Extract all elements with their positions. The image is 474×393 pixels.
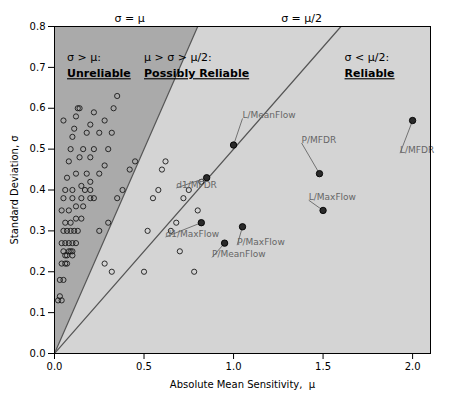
svg-text:d1/MFDR: d1/MFDR [176, 180, 217, 190]
svg-text:Possibly Reliable: Possibly Reliable [144, 67, 249, 80]
svg-text:0.6: 0.6 [30, 102, 46, 113]
svg-text:0.4: 0.4 [30, 184, 46, 195]
svg-text:1.0: 1.0 [226, 361, 242, 372]
svg-text:L/MaxFlow: L/MaxFlow [309, 192, 356, 202]
svg-text:σ = μ: σ = μ [115, 12, 145, 25]
svg-text:2.0: 2.0 [405, 361, 421, 372]
svg-text:0.0: 0.0 [47, 361, 63, 372]
svg-text:P/MaxFlow: P/MaxFlow [237, 237, 285, 247]
svg-text:d1/MaxFlow: d1/MaxFlow [166, 229, 220, 239]
svg-text:P/MeanFlow: P/MeanFlow [212, 249, 266, 259]
svg-text:L/MeanFlow: L/MeanFlow [243, 110, 296, 120]
svg-text:1.5: 1.5 [315, 361, 331, 372]
svg-text:0.7: 0.7 [30, 62, 46, 73]
svg-text:μ > σ > μ/2:: μ > σ > μ/2: [144, 51, 212, 64]
svg-text:0.5: 0.5 [136, 361, 152, 372]
svg-text:0.0: 0.0 [30, 348, 46, 359]
svg-text:0.2: 0.2 [30, 266, 46, 277]
svg-text:Standard Deviation, σ: Standard Deviation, σ [9, 135, 20, 245]
svg-text:0.8: 0.8 [30, 21, 46, 32]
svg-text:Unreliable: Unreliable [67, 67, 131, 80]
svg-text:L/MFDR: L/MFDR [400, 145, 434, 155]
svg-text:0.1: 0.1 [30, 307, 46, 318]
svg-text:0.5: 0.5 [30, 143, 46, 154]
svg-text:σ > μ:: σ > μ: [67, 51, 101, 64]
svg-text:P/MFDR: P/MFDR [302, 135, 337, 145]
svg-text:σ = μ/2: σ = μ/2 [281, 12, 322, 25]
svg-text:Reliable: Reliable [345, 67, 395, 80]
svg-text:σ < μ/2:: σ < μ/2: [345, 51, 390, 64]
svg-text:0.3: 0.3 [30, 225, 46, 236]
svg-text:Absolute Mean Sensitivity, μ: Absolute Mean Sensitivity, μ [170, 379, 316, 390]
